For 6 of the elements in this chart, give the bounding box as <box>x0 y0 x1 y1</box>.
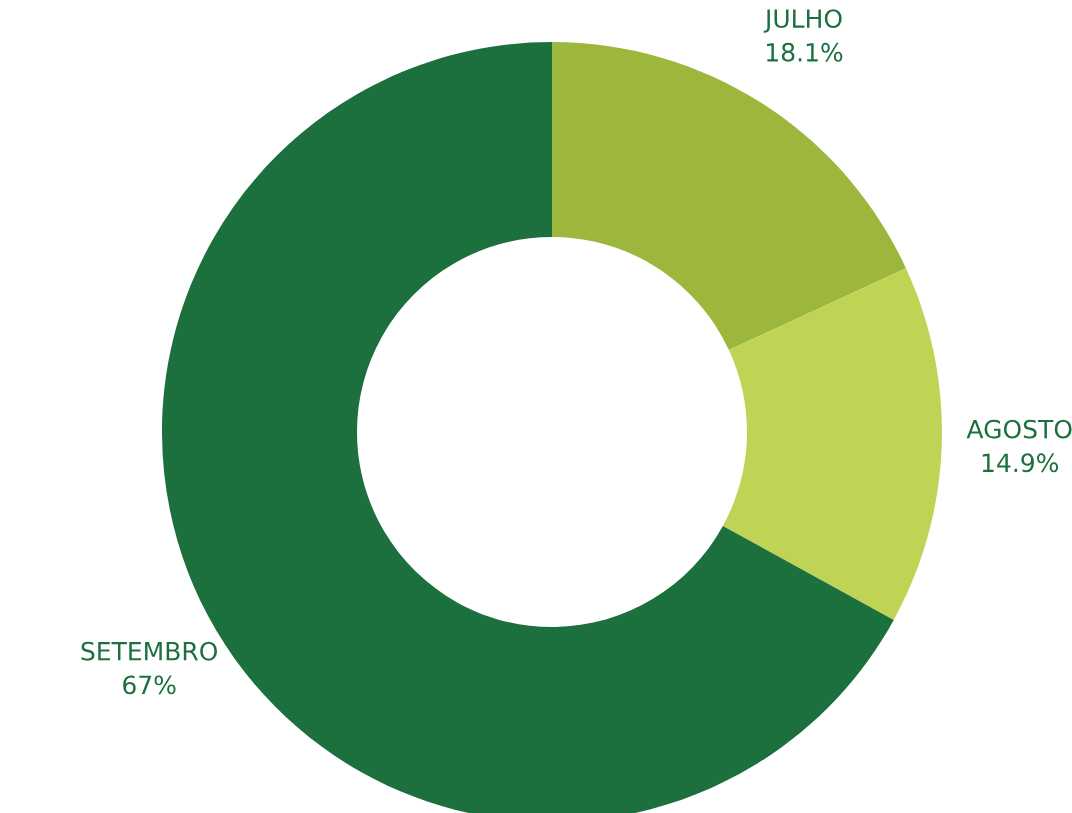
data-label: 67% <box>123 675 176 695</box>
slice-label: JULHO <box>763 9 842 33</box>
data-label: 14.9% <box>982 453 1059 473</box>
data-label: 18.1% <box>767 42 843 62</box>
slice-label: AGOSTO <box>966 419 1072 439</box>
slice-label: SETEMBRO <box>81 641 218 661</box>
